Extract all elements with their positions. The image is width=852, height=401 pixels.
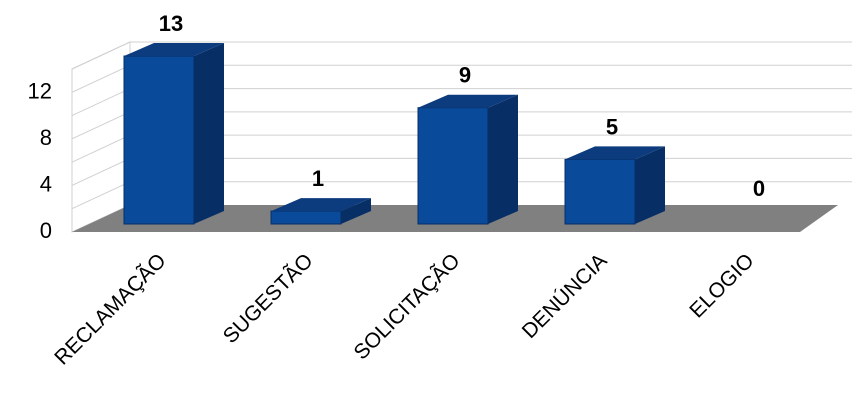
bar-solicitacao	[417, 94, 518, 225]
bars	[123, 43, 665, 225]
data-label-elogio: 0	[753, 176, 765, 201]
chart-walls	[71, 41, 131, 233]
y-tick-label: 8	[40, 125, 52, 150]
bar-reclamacao	[123, 43, 224, 225]
y-axis-ticks: 0 4 8 12	[28, 78, 52, 243]
y-tick-label: 0	[40, 218, 52, 243]
data-label-reclamacao: 13	[159, 11, 183, 36]
x-tick-label-elogio: ELOGIO	[685, 249, 758, 322]
gridline	[71, 41, 852, 70]
data-label-denuncia: 5	[606, 114, 618, 139]
y-tick-label: 12	[28, 78, 52, 103]
data-label-solicitacao: 9	[459, 63, 471, 88]
bar-sugestao	[270, 198, 371, 225]
x-tick-label-sugestao: SUGESTÃO	[218, 249, 317, 348]
bar-denuncia	[564, 146, 665, 225]
data-labels: 13 1 9 5 0	[159, 11, 765, 201]
data-label-sugestao: 1	[312, 166, 324, 191]
y-tick-label: 4	[40, 171, 52, 196]
side-wall	[71, 41, 131, 233]
x-axis-ticks: RECLAMAÇÃO SUGESTÃO SOLICITAÇÃO DENÚNCIA ELO…	[50, 249, 759, 370]
x-tick-label-denuncia: DENÚNCIA	[518, 249, 612, 343]
x-tick-label-solicitacao: SOLICITAÇÃO	[349, 249, 465, 365]
x-tick-label-reclamacao: RECLAMAÇÃO	[50, 249, 171, 370]
